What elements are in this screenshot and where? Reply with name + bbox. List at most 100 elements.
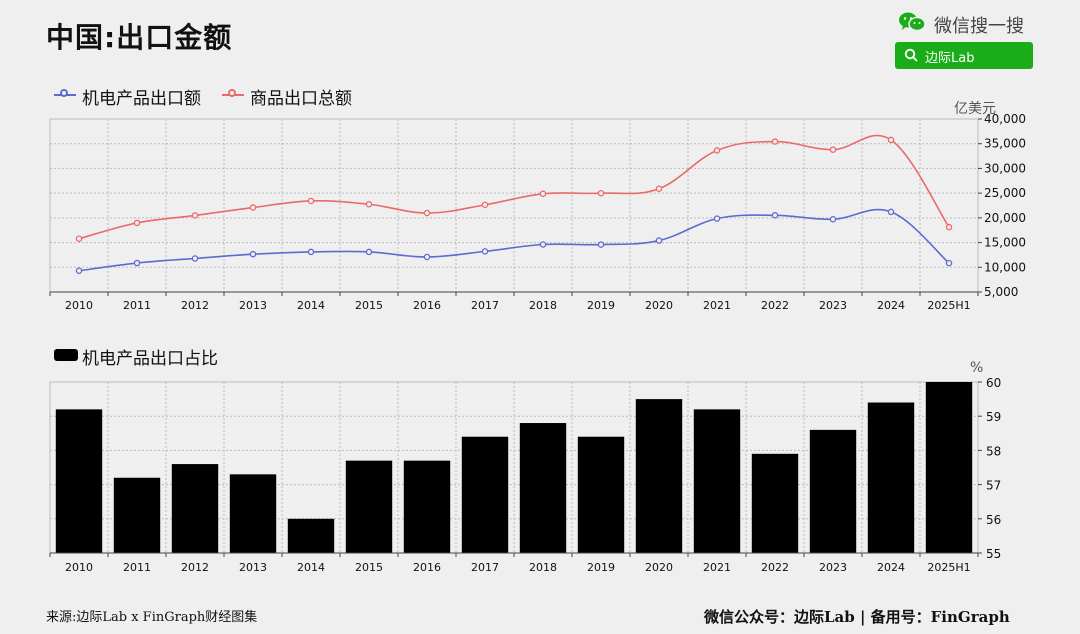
- data-point: [829, 146, 837, 153]
- data-point: [75, 267, 83, 274]
- bar: [113, 477, 161, 553]
- data-point: [713, 215, 721, 222]
- line-xtick-label: 2019: [587, 299, 615, 312]
- bar: [229, 474, 277, 553]
- bar-xtick-label: 2019: [587, 561, 615, 574]
- bar-chart-unit: %: [970, 360, 984, 376]
- bar: [635, 399, 683, 553]
- data-point: [945, 223, 953, 231]
- data-point: [133, 259, 141, 267]
- bar-ytick-label: 59: [986, 410, 1001, 424]
- bar-ytick-label: 58: [986, 444, 1001, 458]
- bar: [403, 460, 451, 553]
- data-point: [771, 212, 779, 219]
- source-note: 来源:边际Lab x FinGraph财经图集: [46, 610, 258, 625]
- line-xtick-label: 2010: [65, 299, 93, 312]
- data-point: [713, 147, 721, 154]
- data-point: [887, 136, 895, 144]
- bar-xtick-label: 2011: [123, 561, 151, 574]
- bar: [809, 429, 857, 553]
- line-ytick-label: 5,000: [984, 285, 1018, 299]
- line-xtick-label: 2015: [355, 299, 383, 312]
- brand-name: 微信搜一搜: [934, 16, 1024, 37]
- bar: [867, 402, 915, 553]
- legend-label: 机电产品出口占比: [82, 349, 218, 369]
- line-ytick-label: 30,000: [984, 161, 1026, 175]
- bar-xtick-label: 2012: [181, 561, 209, 574]
- data-point: [829, 215, 837, 223]
- line-xtick-label: 2014: [297, 299, 325, 312]
- line-xtick-label: 2011: [123, 299, 151, 312]
- line-ytick-label: 40,000: [984, 112, 1026, 126]
- bar: [171, 464, 219, 553]
- line-xtick-label: 2024: [877, 299, 905, 312]
- line-ytick-label: 20,000: [984, 211, 1026, 225]
- bar: [287, 518, 335, 553]
- account-note: 微信公众号：边际Lab | 备用号：FinGraph: [704, 608, 1010, 626]
- data-point: [945, 259, 953, 267]
- bar: [55, 409, 103, 553]
- data-point: [307, 197, 315, 205]
- line-ytick-label: 15,000: [984, 236, 1026, 250]
- data-point: [191, 255, 199, 262]
- data-point: [249, 204, 257, 211]
- search-button[interactable]: 边际Lab: [895, 42, 1033, 69]
- data-point: [539, 190, 547, 198]
- line-ytick-label: 35,000: [984, 137, 1026, 151]
- line-xtick-label: 2021: [703, 299, 731, 312]
- bar-xtick-label: 2018: [529, 561, 557, 574]
- line-ytick-label: 25,000: [984, 186, 1026, 200]
- bar-xtick-label: 2014: [297, 561, 325, 574]
- series-line: [78, 134, 950, 240]
- bar-xtick-label: 2013: [239, 561, 267, 574]
- bar-xtick-label: 2020: [645, 561, 673, 574]
- bar-xtick-label: 2024: [877, 561, 905, 574]
- bar: [751, 453, 799, 553]
- wechat-search-brand: 微信搜一搜: [898, 10, 1038, 37]
- line-xtick-label: 2023: [819, 299, 847, 312]
- data-point: [365, 248, 373, 256]
- data-point: [365, 201, 373, 208]
- line-xtick-label: 2020: [645, 299, 673, 312]
- data-point: [423, 253, 431, 261]
- line-ytick-label: 10,000: [984, 260, 1026, 274]
- bar: [693, 409, 741, 553]
- bar-xtick-label: 2021: [703, 561, 731, 574]
- line-xtick-label: 2022: [761, 299, 789, 312]
- legend-label: 机电产品出口额: [82, 89, 201, 109]
- data-point: [771, 138, 779, 145]
- line-xtick-label: 2017: [471, 299, 499, 312]
- data-point: [481, 201, 489, 209]
- bar-xtick-label: 2010: [65, 561, 93, 574]
- bar: [519, 423, 567, 553]
- data-point: [655, 237, 663, 244]
- wechat-icon: [899, 12, 926, 32]
- search-label: 边际Lab: [925, 51, 975, 66]
- bar-ytick-label: 56: [986, 513, 1001, 527]
- bar-xtick-label: 2025H1: [927, 561, 970, 574]
- data-point: [307, 248, 315, 256]
- data-point: [133, 219, 141, 227]
- data-point: [75, 235, 83, 242]
- data-point: [597, 241, 605, 248]
- data-point: [249, 250, 257, 258]
- data-point: [597, 189, 605, 197]
- bar-xtick-label: 2022: [761, 561, 789, 574]
- bar-xtick-label: 2017: [471, 561, 499, 574]
- line-xtick-label: 2013: [239, 299, 267, 312]
- line-chart-unit: 亿美元: [954, 101, 996, 117]
- data-point: [539, 241, 547, 248]
- bar: [461, 436, 509, 553]
- bar-xtick-label: 2023: [819, 561, 847, 574]
- bar-xtick-label: 2015: [355, 561, 383, 574]
- search-icon: [904, 48, 918, 62]
- data-point: [423, 209, 431, 217]
- bar-ytick-label: 57: [986, 479, 1001, 493]
- bar: [345, 460, 393, 553]
- bar: [577, 436, 625, 553]
- bar: [925, 382, 973, 553]
- bar-ytick-label: 60: [986, 376, 1001, 390]
- data-point: [655, 185, 663, 192]
- page-title: 中国:出口金额: [46, 21, 233, 54]
